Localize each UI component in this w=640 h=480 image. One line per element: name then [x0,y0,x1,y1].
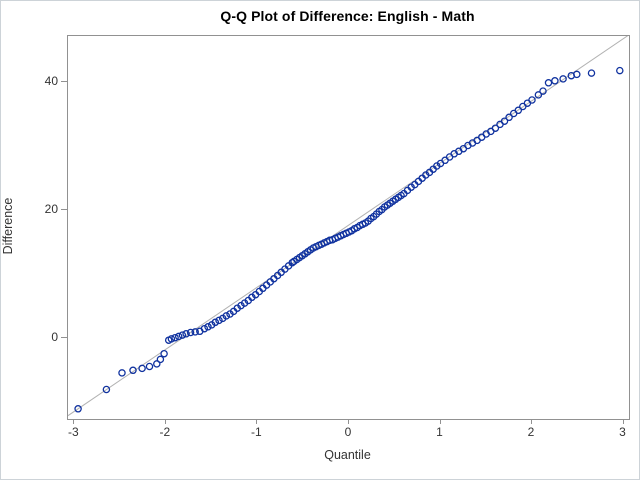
data-point [573,70,581,79]
data-point [211,318,220,327]
x-tick-mark [256,419,258,424]
x-tick-label: 3 [619,425,626,439]
y-tick-label: 40 [44,74,58,89]
y-axis-label: Difference [1,197,15,255]
x-tick-mark [164,419,166,424]
data-point [74,405,82,413]
data-point [191,328,199,336]
y-tick-mark [61,337,67,339]
data-point [118,369,126,377]
chart-title: Q-Q Plot of Difference: English - Math [220,8,475,24]
x-tick-label: -2 [159,425,171,439]
data-point [102,385,111,394]
data-point [551,77,559,85]
data-point [200,324,209,333]
x-tick-label: -3 [68,425,79,439]
x-tick-label: 2 [527,425,535,439]
data-point [587,69,596,77]
data-point [160,349,168,358]
data-point [534,91,543,99]
y-tick-mark [61,81,67,83]
x-tick-mark [622,419,624,424]
data-point [171,333,179,342]
x-tick-mark [348,419,349,424]
data-point [616,66,624,75]
x-tick-label: -1 [251,425,262,439]
data-point [505,113,513,122]
qq-scatter-svg [68,36,629,417]
data-point [544,79,553,87]
data-point [528,96,536,104]
data-point [178,331,187,339]
data-point [182,330,190,338]
data-point [559,75,567,83]
data-point [186,328,195,337]
x-axis-label: Quantile [324,448,371,462]
data-point [174,332,183,341]
data-point [129,366,137,375]
data-point [514,106,523,115]
x-tick-mark [439,419,441,424]
data-point [145,362,154,371]
data-point [491,124,500,132]
plot-area [67,35,630,420]
data-point [153,360,161,368]
x-tick-mark [73,419,75,424]
data-point [500,117,509,125]
x-tick-label: 0 [344,425,352,439]
x-tick-label: 1 [436,425,443,439]
data-point [167,335,176,343]
y-tick-label: 20 [44,202,58,217]
data-point [204,323,212,331]
x-tick-mark [531,419,532,424]
data-point [222,312,231,320]
data-point [539,87,547,95]
data-point [215,316,223,325]
y-tick-label: 0 [51,330,58,345]
data-point [138,364,146,373]
data-point [156,355,165,364]
y-tick-mark [61,209,67,211]
